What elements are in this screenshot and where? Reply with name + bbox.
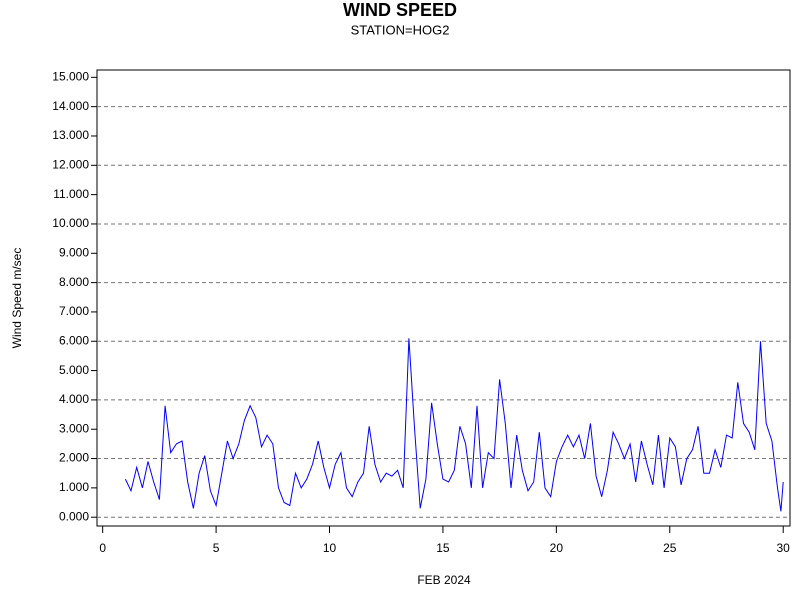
y-tick-label: 3.000 (59, 421, 89, 435)
y-tick-label: 2.000 (59, 451, 89, 465)
x-axis-label: FEB 2024 (417, 573, 471, 587)
y-tick-label: 10.000 (52, 216, 89, 230)
plot-frame (96, 69, 791, 527)
y-tick-label: 7.000 (59, 304, 89, 318)
x-tick-label: 0 (99, 541, 106, 555)
y-tick-label: 13.000 (52, 128, 89, 142)
y-tick-label: 5.000 (59, 363, 89, 377)
y-tick-label: 0.000 (59, 509, 89, 523)
y-tick-label: 6.000 (59, 333, 89, 347)
chart-title: WIND SPEED (343, 0, 457, 20)
data-line (124, 338, 784, 512)
x-tick-label: 10 (323, 541, 337, 555)
y-tick-label: 1.000 (59, 480, 89, 494)
y-tick-label: 14.000 (52, 99, 89, 113)
x-tick-label: 25 (663, 541, 677, 555)
x-tick-label: 30 (777, 541, 791, 555)
y-tick-label: 15.000 (52, 70, 89, 84)
x-tick-label: 20 (550, 541, 564, 555)
x-tick-label: 15 (436, 541, 450, 555)
chart-subtitle: STATION=HOG2 (351, 22, 450, 37)
y-tick-label: 4.000 (59, 392, 89, 406)
x-tick-label: 5 (213, 541, 220, 555)
y-axis-label: Wind Speed m/sec (10, 248, 24, 349)
y-tick-label: 11.000 (53, 187, 89, 201)
y-tick-label: 8.000 (59, 275, 89, 289)
y-tick-label: 12.000 (52, 157, 89, 171)
y-tick-label: 9.000 (59, 245, 89, 259)
